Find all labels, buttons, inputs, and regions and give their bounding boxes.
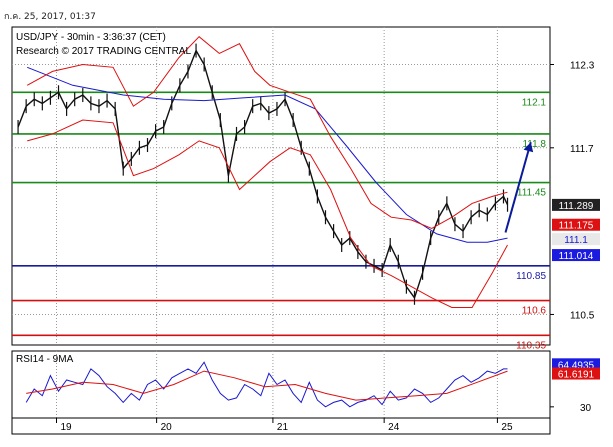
arrow-head	[523, 142, 534, 153]
rsi-title: RSI14 - 9MA	[16, 354, 74, 365]
y-tick-label: 111.7	[570, 144, 594, 155]
x-axis: 19 20 21 24 25	[55, 418, 513, 433]
rsi-badge	[552, 358, 600, 371]
rsi-y-axis: 30	[550, 403, 592, 414]
level-label: 112.1	[522, 97, 547, 108]
chart-subtitle: Research © 2017 TRADING CENTRAL	[16, 46, 191, 57]
timestamp-label: ก.ค. 25, 2017, 01:37	[4, 12, 96, 22]
price-levels: 112.1 111.8 111.45 110.85 110.6 110.35	[12, 91, 550, 351]
rsi-ma-line	[26, 370, 508, 401]
level-label: 111.8	[522, 139, 546, 150]
rsi-badge	[552, 367, 600, 380]
rsi-panel	[11, 350, 551, 419]
y-tick-label: 110.5	[570, 310, 595, 321]
level-label: 110.85	[516, 271, 546, 282]
x-tick-label: 21	[277, 422, 289, 433]
chart-title: USD/JPY - 30min - 3:36:37 (CET)	[16, 32, 166, 43]
x-tick-label: 24	[388, 422, 400, 433]
x-tick-label: 25	[501, 422, 513, 433]
price-panel	[11, 26, 551, 346]
level-label: 111.45	[517, 188, 547, 199]
rsi-line	[25, 361, 508, 408]
price-badges: 111.289 111.175 111.1 111.014	[552, 198, 600, 262]
band-upper-line	[26, 36, 508, 229]
rsi-grid	[55, 351, 498, 418]
x-tick-label: 19	[60, 422, 72, 433]
level-label: 110.6	[522, 306, 547, 317]
price-series	[17, 36, 509, 308]
rsi-badge-label: 64.4935	[558, 360, 595, 371]
price-badge	[552, 233, 600, 246]
level-label: 110.35	[516, 340, 546, 351]
x-tick-label: 20	[161, 422, 173, 433]
rsi-badge-label: 61.6191	[558, 370, 595, 381]
price-badge-label: 111.1	[564, 235, 588, 246]
y-tick-label: 112.3	[570, 60, 595, 71]
arrow-shaft	[504, 141, 532, 233]
price-badge-label: 111.289	[559, 201, 594, 212]
forecast-arrow	[504, 141, 534, 233]
price-y-axis: 112.3 111.7 110.5	[550, 60, 595, 321]
price-badge	[552, 249, 600, 262]
x-axis-strip	[11, 417, 551, 435]
price-badge	[552, 218, 600, 231]
price-badge-label: 111.175	[559, 221, 594, 232]
rsi-series	[25, 361, 508, 408]
price-badge	[552, 198, 600, 211]
price-badge-label: 111.014	[559, 251, 594, 262]
rsi-y-tick-label: 30	[580, 403, 592, 414]
price-line	[17, 48, 509, 300]
band-lower-line	[27, 119, 508, 308]
price-grid	[12, 27, 550, 345]
